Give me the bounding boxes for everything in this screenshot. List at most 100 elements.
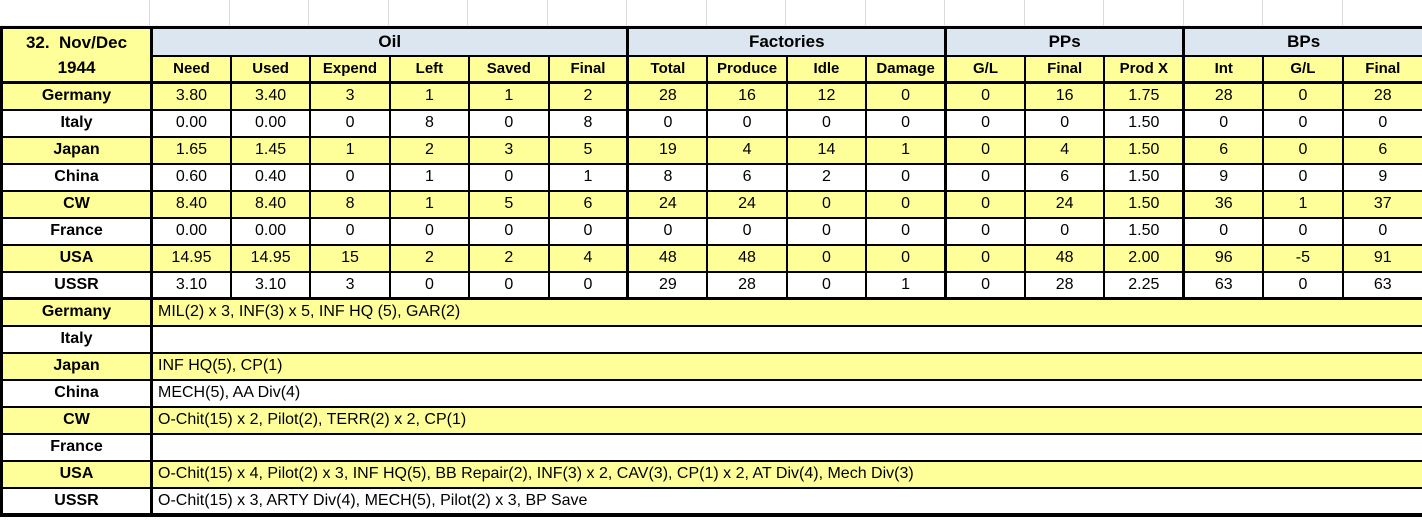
production-text-germany: MIL(2) x 3, INF(3) x 5, INF HQ (5), GAR(… <box>150 297 1422 327</box>
cell-japan-saved-4: 3 <box>468 135 550 165</box>
cell-cw-left-3: 1 <box>388 189 471 219</box>
cell-germany-total-6: 28 <box>626 81 709 111</box>
data-row-ussr: USSR 3.10 3.10 3 0 0 0 29 28 0 1 0 28 2.25 63 0 63 <box>0 270 1422 300</box>
country-data-section: Germany 3.80 3.40 3 1 1 2 28 16 12 0 0 16 1.75 28 0 28 It… <box>0 81 1422 300</box>
production-table: 32. Nov/Dec 1944 Oil Factories PPs BPs N… <box>0 26 1422 517</box>
cell-china-need-0: 0.60 <box>150 162 232 192</box>
cell-japan-final-11: 4 <box>1023 135 1106 165</box>
cell-cw-final-15: 37 <box>1341 189 1422 219</box>
column-header-idle: Idle <box>785 54 868 84</box>
column-header-row: Need Used Expend Left Saved Final Total Produce… <box>2 54 1422 84</box>
cell-ussr-produce-7: 28 <box>706 270 788 300</box>
production-text-cw: O-Chit(15) x 2, Pilot(2), TERR(2) x 2, C… <box>150 405 1422 435</box>
production-text-china: MECH(5), AA Div(4) <box>150 378 1422 408</box>
cell-cw-used-1: 8.40 <box>229 189 312 219</box>
production-text-france <box>150 432 1422 462</box>
production-label-ussr: USSR <box>0 486 153 516</box>
cell-ussr-saved-4: 0 <box>468 270 550 300</box>
production-row-cw: CW O-Chit(15) x 2, Pilot(2), TERR(2) x 2,… <box>0 405 1422 435</box>
cell-italy-used-1: 0.00 <box>229 108 312 138</box>
spreadsheet-grid-cell <box>229 0 309 26</box>
cell-china-prod-x-12: 1.50 <box>1103 162 1186 192</box>
cell-japan-used-1: 1.45 <box>229 135 312 165</box>
spreadsheet-grid-cell <box>0 0 150 26</box>
production-text-japan: INF HQ(5), CP(1) <box>150 351 1422 381</box>
cell-france-left-3: 0 <box>388 216 471 246</box>
cell-usa-prod-x-12: 2.00 <box>1103 243 1186 273</box>
cell-germany-saved-4: 1 <box>468 81 550 111</box>
cell-france-produce-7: 0 <box>706 216 788 246</box>
row-label-china: China <box>0 162 153 192</box>
group-header-oil: Oil <box>150 26 630 57</box>
cell-japan-final-5: 5 <box>547 135 630 165</box>
production-text-usa: O-Chit(15) x 4, Pilot(2) x 3, INF HQ(5),… <box>150 459 1422 489</box>
cell-china-final-11: 6 <box>1023 162 1106 192</box>
row-label-france: France <box>0 216 153 246</box>
cell-china-g-l-14: 0 <box>1262 162 1344 192</box>
cell-germany-g-l-10: 0 <box>944 81 1026 111</box>
cell-cw-final-11: 24 <box>1023 189 1106 219</box>
cell-germany-damage-9: 0 <box>865 81 948 111</box>
cell-japan-idle-8: 14 <box>785 135 868 165</box>
cell-germany-used-1: 3.40 <box>229 81 312 111</box>
cell-ussr-need-0: 3.10 <box>150 270 232 300</box>
cell-ussr-total-6: 29 <box>626 270 709 300</box>
group-header-row: 32. Nov/Dec 1944 Oil Factories PPs BPs <box>0 26 1422 84</box>
cell-ussr-int-13: 63 <box>1182 270 1265 300</box>
production-row-italy: Italy <box>0 324 1422 354</box>
cell-france-prod-x-12: 1.50 <box>1103 216 1186 246</box>
spreadsheet-grid-cell <box>150 0 230 26</box>
spreadsheet-grid-cell <box>1263 0 1343 26</box>
data-row-cw: CW 8.40 8.40 8 1 5 6 24 24 0 0 0 24 1.50 36 1 37 <box>0 189 1422 219</box>
production-row-germany: Germany MIL(2) x 3, INF(3) x 5, INF HQ (5… <box>0 297 1422 327</box>
cell-cw-damage-9: 0 <box>865 189 948 219</box>
spreadsheet-grid-cell <box>627 0 707 26</box>
cell-japan-left-3: 2 <box>388 135 471 165</box>
cell-france-expend-2: 0 <box>309 216 391 246</box>
cell-france-g-l-10: 0 <box>944 216 1026 246</box>
cell-china-used-1: 0.40 <box>229 162 312 192</box>
cell-ussr-prod-x-12: 2.25 <box>1103 270 1186 300</box>
spreadsheet-grid-cell <box>547 0 627 26</box>
turn-label-cell: 32. Nov/Dec 1944 <box>0 26 153 84</box>
data-row-italy: Italy 0.00 0.00 0 8 0 8 0 0 0 0 0 0 1.50 0 0 0 <box>0 108 1422 138</box>
cell-japan-int-13: 6 <box>1182 135 1265 165</box>
cell-italy-int-13: 0 <box>1182 108 1265 138</box>
cell-italy-final-11: 0 <box>1023 108 1106 138</box>
group-header-factories: Factories <box>626 26 948 57</box>
spreadsheet-grid-cell <box>706 0 786 26</box>
cell-italy-total-6: 0 <box>626 108 709 138</box>
cell-cw-final-5: 6 <box>547 189 630 219</box>
cell-japan-total-6: 19 <box>626 135 709 165</box>
cell-japan-g-l-10: 0 <box>944 135 1026 165</box>
cell-usa-g-l-14: -5 <box>1262 243 1344 273</box>
spreadsheet-grid-cell <box>1342 0 1422 26</box>
cell-germany-int-13: 28 <box>1182 81 1265 111</box>
cell-ussr-g-l-10: 0 <box>944 270 1026 300</box>
cell-cw-g-l-10: 0 <box>944 189 1026 219</box>
cell-france-g-l-14: 0 <box>1262 216 1344 246</box>
cell-japan-final-15: 6 <box>1341 135 1422 165</box>
cell-germany-idle-8: 12 <box>785 81 868 111</box>
cell-germany-final-11: 16 <box>1023 81 1106 111</box>
cell-italy-prod-x-12: 1.50 <box>1103 108 1186 138</box>
row-label-ussr: USSR <box>0 270 153 300</box>
cell-france-damage-9: 0 <box>865 216 948 246</box>
production-label-germany: Germany <box>0 297 153 327</box>
cell-china-g-l-10: 0 <box>944 162 1026 192</box>
cell-germany-left-3: 1 <box>388 81 471 111</box>
cell-usa-produce-7: 48 <box>706 243 788 273</box>
cell-ussr-expend-2: 3 <box>309 270 391 300</box>
production-label-china: China <box>0 378 153 408</box>
row-label-italy: Italy <box>0 108 153 138</box>
cell-japan-need-0: 1.65 <box>150 135 232 165</box>
cell-china-final-5: 1 <box>547 162 630 192</box>
cell-italy-idle-8: 0 <box>785 108 868 138</box>
column-header-total: Total <box>626 54 709 84</box>
spreadsheet-grid-cell <box>309 0 389 26</box>
top-strip <box>0 0 1422 26</box>
cell-china-damage-9: 0 <box>865 162 948 192</box>
cell-france-int-13: 0 <box>1182 216 1265 246</box>
cell-germany-expend-2: 3 <box>309 81 391 111</box>
